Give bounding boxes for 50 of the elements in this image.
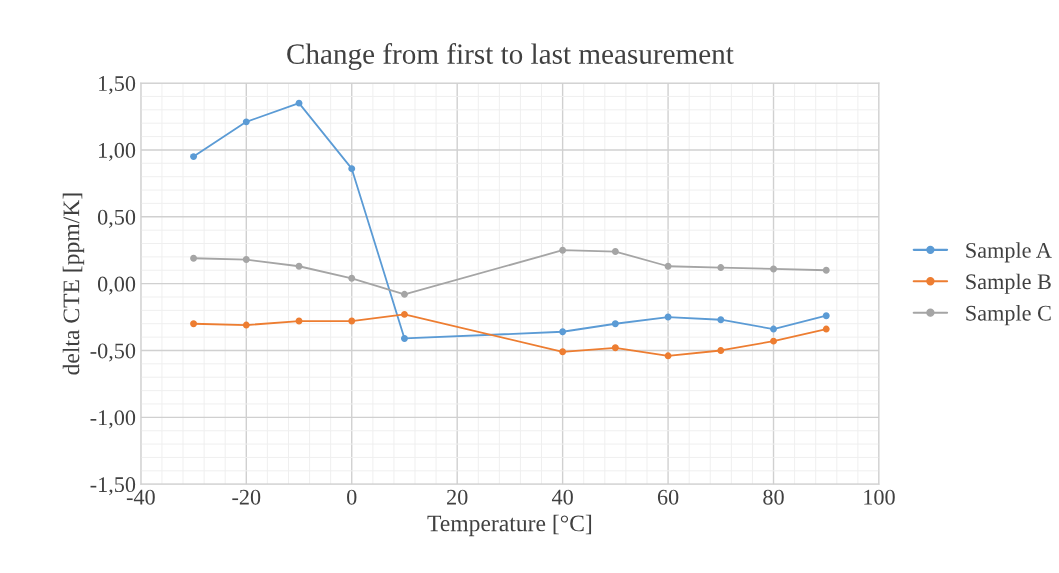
point: [611, 248, 619, 256]
x-tick-label: 80: [763, 489, 784, 505]
point: [242, 118, 250, 126]
point: [822, 325, 830, 333]
y-tick-label: 0,00: [97, 276, 136, 295]
legend-label: Sample A: [966, 242, 1052, 263]
point: [242, 256, 250, 264]
point: [559, 328, 567, 336]
point: [190, 320, 198, 328]
point: [717, 347, 725, 354]
point: [822, 312, 830, 320]
legend-label: Sample B: [966, 273, 1051, 294]
point: [400, 290, 408, 298]
y-tick-label: 1,50: [99, 76, 136, 95]
point: [190, 153, 198, 161]
point: [559, 348, 567, 356]
point: [295, 262, 303, 270]
point: [822, 266, 830, 274]
point: [717, 316, 725, 324]
x-tick-label: -20: [232, 489, 261, 505]
x-tick-label: 20: [447, 489, 468, 505]
legend-label: Sample C: [966, 305, 1051, 326]
y-tick-label: 1,00: [99, 142, 136, 162]
chart-title: Change from first to last measurement: [287, 43, 734, 70]
x-tick-label: 100: [864, 489, 895, 505]
point: [400, 334, 408, 342]
y-tick-label: -1,00: [90, 410, 136, 429]
point: [717, 264, 725, 272]
point: [770, 325, 777, 333]
point: [348, 317, 356, 325]
x-tick-label: 40: [551, 489, 573, 505]
point: [770, 265, 777, 273]
point: [559, 246, 567, 254]
x-tick-label: 60: [657, 489, 679, 505]
point: [242, 321, 250, 329]
point: [770, 337, 777, 345]
y-axis-title: delta CTE [ppm/K]: [62, 193, 85, 375]
point: [611, 344, 619, 352]
point: [611, 320, 619, 328]
y-tick-label: -0,50: [90, 343, 136, 362]
x-tick-label: 0: [347, 489, 357, 505]
y-tick-label: 0,50: [97, 209, 136, 228]
point: [190, 254, 198, 262]
x-axis-title: Temperature [°C]: [427, 514, 592, 537]
point: [348, 274, 356, 282]
point: [348, 165, 356, 173]
point: [295, 99, 303, 107]
point: [400, 310, 408, 318]
point: [664, 352, 672, 360]
point: [664, 262, 672, 270]
